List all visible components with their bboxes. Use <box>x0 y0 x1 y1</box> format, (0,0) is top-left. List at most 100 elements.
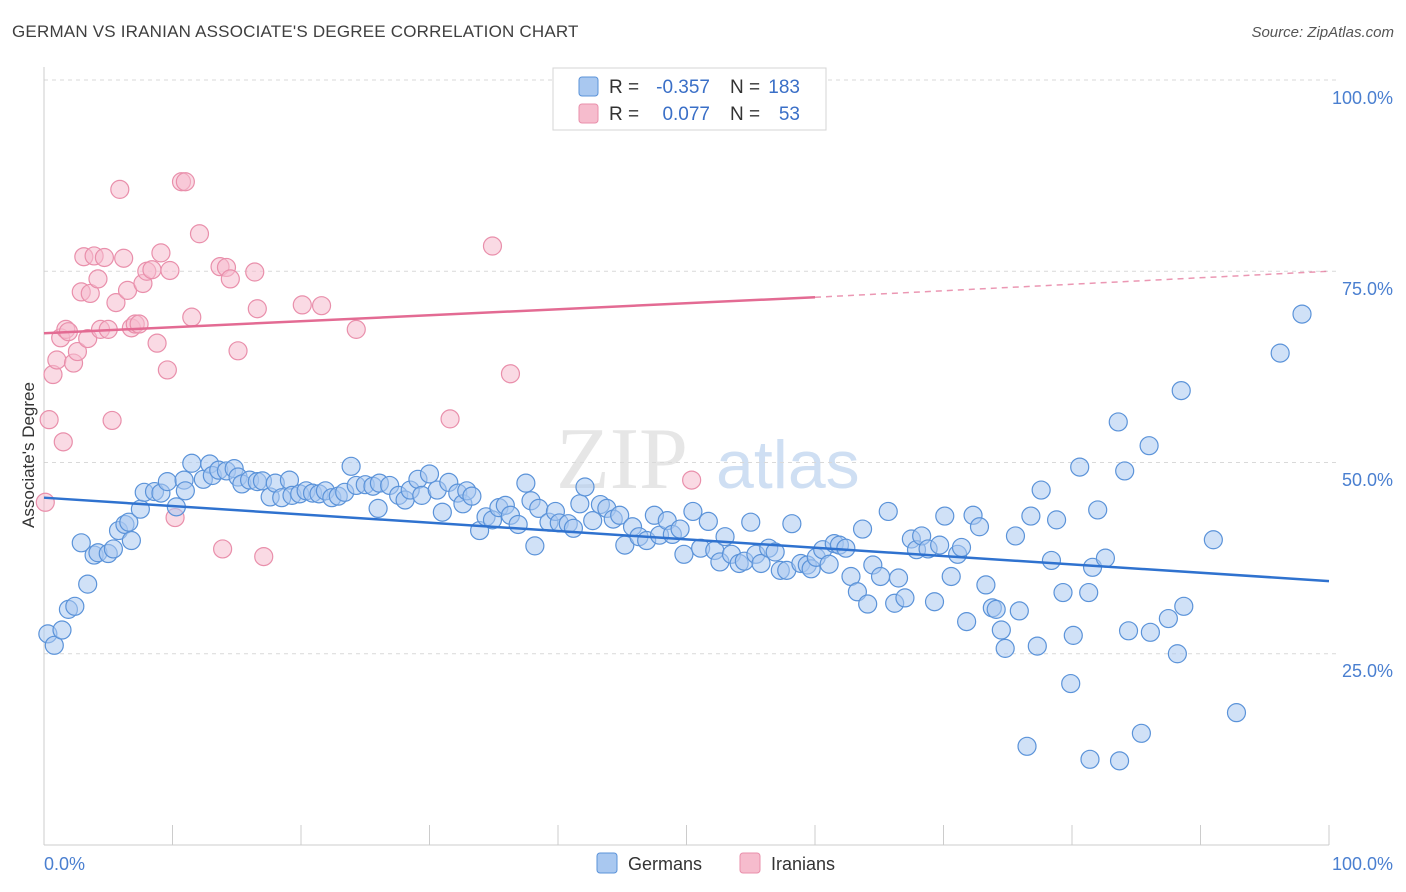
iranian-point <box>482 236 503 256</box>
german-point <box>1046 510 1067 530</box>
german-point <box>1005 526 1026 546</box>
german-point <box>878 501 898 522</box>
iranian-point <box>220 269 240 289</box>
german-point <box>78 574 98 594</box>
iranian-point <box>142 260 162 280</box>
german-point <box>698 511 718 532</box>
iranian-point <box>67 341 88 362</box>
german-point <box>508 514 528 535</box>
german-point <box>782 514 802 534</box>
iranian-point <box>247 299 267 319</box>
stats-legend: R = -0.357 N = 183 R = 0.077 N = 53 <box>552 67 827 131</box>
chart-title: GERMAN VS IRANIAN ASSOCIATE'S DEGREE COR… <box>12 22 579 41</box>
iranians-n-label: N = <box>730 104 760 125</box>
german-point <box>516 473 536 493</box>
source-label: Source: ZipAtlas.com <box>1251 24 1394 41</box>
german-point <box>683 501 703 522</box>
gridlines <box>44 79 1339 655</box>
german-point <box>182 453 202 473</box>
german-point <box>44 635 64 655</box>
watermark-atlas: atlas <box>716 427 860 503</box>
german-point <box>888 568 909 588</box>
german-point <box>924 592 945 612</box>
iranian-point <box>292 295 312 315</box>
german-point <box>52 620 72 640</box>
german-point <box>525 536 545 556</box>
german-point <box>1203 530 1223 550</box>
german-point <box>1021 506 1041 526</box>
iranian-point <box>682 470 702 490</box>
german-point <box>1027 636 1047 656</box>
german-point <box>121 530 141 551</box>
watermark-zip: ZIP <box>556 411 688 508</box>
german-point <box>986 599 1006 619</box>
german-point <box>991 620 1011 640</box>
german-point <box>462 486 482 506</box>
german-point <box>1017 736 1037 756</box>
german-point <box>419 464 440 484</box>
german-point <box>1292 304 1312 324</box>
german-point <box>870 566 891 587</box>
german-point <box>741 512 761 532</box>
y-tick-25: 25.0% <box>1342 661 1393 681</box>
german-point <box>1063 625 1083 645</box>
german-point <box>1226 703 1247 723</box>
series-legend: Germans Iranians <box>596 852 835 874</box>
german-point <box>1031 480 1051 500</box>
legend-iranians-label: Iranians <box>771 854 835 874</box>
iranian-point <box>311 296 332 316</box>
germans-swatch <box>578 76 599 97</box>
german-point <box>930 535 950 555</box>
german-point <box>1041 550 1062 571</box>
iranian-point <box>39 410 59 430</box>
legend-iranians-swatch <box>739 852 761 874</box>
german-point <box>1079 582 1099 603</box>
german-point <box>751 553 771 574</box>
legend-germans-label: Germans <box>628 854 702 874</box>
iranian-point <box>106 293 126 313</box>
german-point <box>941 566 961 587</box>
german-point <box>976 575 996 595</box>
german-point <box>610 505 630 525</box>
axes <box>43 67 1330 846</box>
iranian-point <box>129 314 149 334</box>
german-point <box>1061 673 1081 694</box>
german-point <box>1080 749 1100 769</box>
german-point <box>847 582 868 602</box>
iranian-point <box>228 341 248 361</box>
german-point <box>1158 608 1178 629</box>
iranian-point <box>440 409 460 429</box>
iranian-point <box>47 350 67 370</box>
x-tick-0: 0.0% <box>44 854 85 874</box>
iranian-point <box>346 319 366 339</box>
german-point <box>935 506 955 526</box>
german-point <box>951 537 972 558</box>
german-point <box>103 539 123 559</box>
germans-n-label: N = <box>730 77 760 98</box>
germans-n-value: 183 <box>768 77 800 98</box>
german-point <box>341 456 361 476</box>
iranian-point <box>254 546 274 567</box>
german-point <box>858 594 878 614</box>
germans-r-label: R = <box>609 77 639 98</box>
iranian-point <box>102 410 122 431</box>
german-point <box>575 477 595 497</box>
german-point <box>1118 621 1139 641</box>
iranian-point <box>175 172 195 192</box>
iranian-point <box>189 224 210 244</box>
x-tick-100: 100.0% <box>1332 854 1393 874</box>
german-point <box>1167 644 1187 664</box>
germans-points <box>38 304 1312 771</box>
german-point <box>1088 500 1108 520</box>
german-point <box>1139 436 1159 456</box>
iranian-point <box>182 307 202 327</box>
german-point <box>563 518 584 538</box>
iranian-point <box>157 360 177 380</box>
iranians-r-value: 0.077 <box>662 104 710 125</box>
german-point <box>969 517 990 537</box>
iranians-r-label: R = <box>609 104 639 125</box>
german-point <box>1053 582 1073 603</box>
german-point <box>175 481 195 501</box>
y-tick-100: 100.0% <box>1332 88 1393 108</box>
